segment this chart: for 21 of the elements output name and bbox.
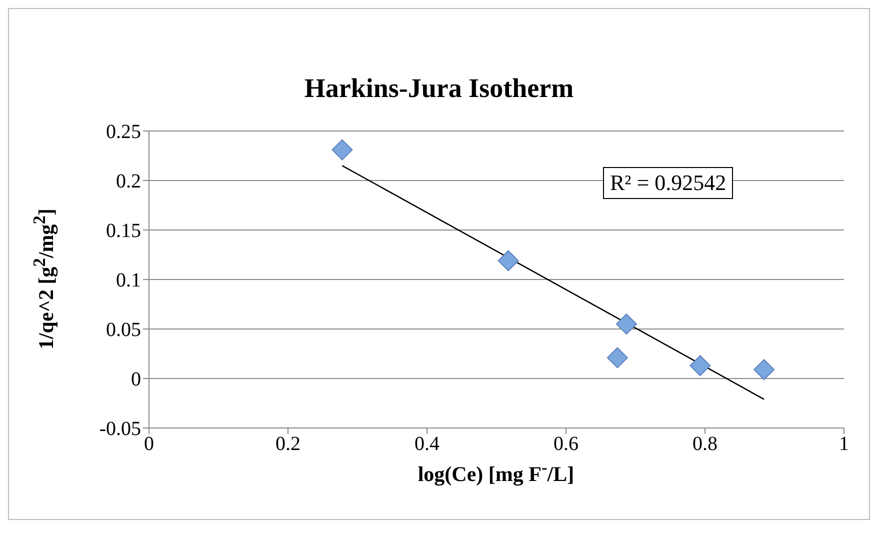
x-tick-label: 0.2 (276, 433, 300, 456)
y-tick-label: 0.25 (106, 121, 141, 144)
y-tick-label: 0.15 (106, 220, 141, 242)
point (690, 355, 711, 376)
y-tick-label: 0 (131, 368, 141, 391)
x-tick-label: 0.4 (414, 433, 440, 456)
point (754, 359, 775, 380)
x-axis-title: log(Ce) [mg F$^{-}$/L] (416, 457, 576, 487)
y-tick-label: 0.05 (106, 319, 141, 342)
y-tick-label: 0.2 (116, 170, 141, 193)
annotation: R² = 0.92542 (603, 167, 734, 199)
x-tick-label: 0.6 (554, 433, 578, 456)
x-tick-label: 1 (839, 433, 849, 456)
point (498, 250, 519, 272)
x-tick-label: 0.8 (692, 433, 718, 456)
point (606, 347, 628, 368)
point (616, 314, 637, 335)
chart-title: Harkins-Jura Isotherm (303, 73, 575, 104)
point (332, 139, 353, 160)
y-tick-label: 0.1 (116, 270, 141, 292)
y-tick-label: -0.05 (99, 418, 141, 440)
